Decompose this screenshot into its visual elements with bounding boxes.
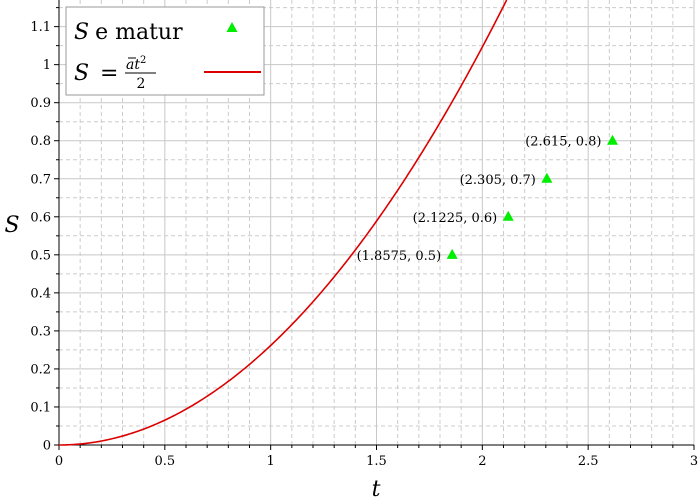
- y-tick-label: 1: [43, 58, 51, 73]
- legend-numerator-t: t: [134, 57, 140, 73]
- legend-box: [65, 6, 265, 96]
- x-tick-label: 1: [267, 454, 275, 469]
- y-tick-label: 0: [43, 439, 51, 454]
- legend-line-numerator: at2: [126, 55, 146, 73]
- y-axis-label: S: [4, 213, 19, 238]
- data-point-label: (1.8575, 0.5): [357, 249, 442, 264]
- y-tick-label: 0.2: [30, 362, 51, 377]
- x-tick-label: 0.5: [154, 454, 175, 469]
- y-tick-label: 1.1: [30, 20, 51, 35]
- y-tick-label: 0.9: [30, 96, 51, 111]
- data-labels: (1.8575, 0.5) (2.1225, 0.6) (2.305, 0.7) (2…: [357, 135, 602, 264]
- x-tick-label: 1.5: [366, 454, 387, 469]
- y-tick-label: 0.6: [30, 210, 51, 225]
- y-tick-label: 0.1: [30, 400, 51, 415]
- data-point-triangle: [541, 172, 553, 183]
- fitted-curve-group: [58, 0, 508, 446]
- data-point-triangle: [607, 134, 619, 145]
- fitted-curve: [58, 0, 508, 446]
- x-tick-labels: 0 0.5 1 1.5 2 2.5 3: [55, 454, 698, 469]
- legend-line-equals: =: [100, 61, 118, 86]
- data-point-label: (2.615, 0.8): [525, 135, 601, 150]
- legend-line-lhs: S: [74, 61, 89, 86]
- legend-scatter-symbol: S: [74, 20, 89, 45]
- y-tick-labels: 0 0.1 0.2 0.3 0.4 0.5 0.6 0.7 0.8 0.9 1 1.1: [30, 20, 51, 453]
- y-tick-label: 0.3: [30, 324, 51, 339]
- y-tick-label: 0.8: [30, 134, 51, 149]
- legend-line-denominator: 2: [137, 76, 146, 92]
- legend-scatter-marker: [226, 22, 238, 32]
- legend-numerator-a: a: [126, 57, 134, 73]
- data-point-triangle: [446, 248, 458, 259]
- y-tick-label: 0.7: [30, 172, 51, 187]
- data-point-triangle: [502, 210, 514, 221]
- data-points: [446, 134, 619, 259]
- y-tick-label: 0.5: [30, 248, 51, 263]
- data-point-label: (2.1225, 0.6): [413, 211, 498, 226]
- x-tick-label: 2: [478, 454, 486, 469]
- x-tick-label: 3: [690, 454, 698, 469]
- legend-numerator-exponent: 2: [140, 55, 146, 66]
- y-tick-label: 0.4: [30, 286, 51, 301]
- x-tick-label: 0: [55, 454, 63, 469]
- x-axis-label: t: [372, 477, 381, 500]
- x-tick-label: 2.5: [578, 454, 599, 469]
- axes: [54, 0, 695, 450]
- grid: [58, 0, 695, 446]
- legend-scatter-text: e matur: [95, 20, 183, 45]
- data-point-label: (2.305, 0.7): [460, 173, 536, 188]
